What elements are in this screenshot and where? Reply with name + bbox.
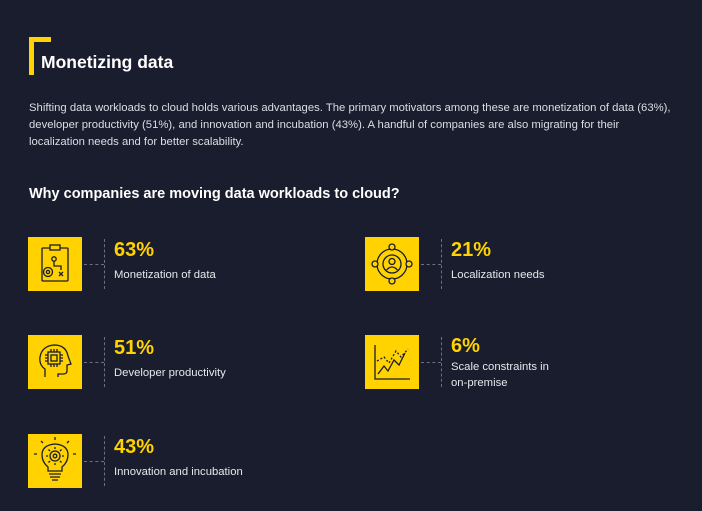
strategy-board-icon [28, 237, 82, 291]
stat-label: Scale constraints in on-premise [451, 359, 549, 391]
stat-label: Monetization of data [114, 269, 216, 281]
stat-label: Developer productivity [114, 367, 226, 379]
brain-chip-icon [28, 335, 82, 389]
divider-line [104, 239, 105, 289]
connector-line [421, 264, 441, 265]
intro-paragraph: Shifting data workloads to cloud holds v… [29, 102, 671, 148]
bracket-accent [29, 37, 34, 75]
bracket-accent-top [29, 37, 51, 42]
divider-line [441, 337, 442, 387]
stat-label: Localization needs [451, 269, 545, 281]
stat-value: 6% [451, 335, 480, 357]
stat-value: 43% [114, 436, 155, 458]
connector-line [421, 362, 441, 363]
divider-line [104, 337, 105, 387]
page-title: Monetizing data [41, 52, 174, 72]
stat-label-line: Scale constraints in [451, 361, 549, 373]
section-header: Monetizing data [29, 37, 189, 77]
stat-label: Innovation and incubation [114, 466, 243, 478]
connector-line [84, 362, 104, 363]
line-chart-icon [365, 335, 419, 389]
lightbulb-gear-icon [28, 434, 82, 488]
connector-line [84, 264, 104, 265]
network-user-icon [365, 237, 419, 291]
stat-value: 63% [114, 239, 155, 261]
section-subheading: Why companies are moving data workloads … [29, 186, 400, 202]
stat-value: 21% [451, 239, 492, 261]
stat-value: 51% [114, 337, 155, 359]
divider-line [441, 239, 442, 289]
stat-label-line: on-premise [451, 377, 508, 389]
divider-line [104, 436, 105, 486]
connector-line [84, 461, 104, 462]
